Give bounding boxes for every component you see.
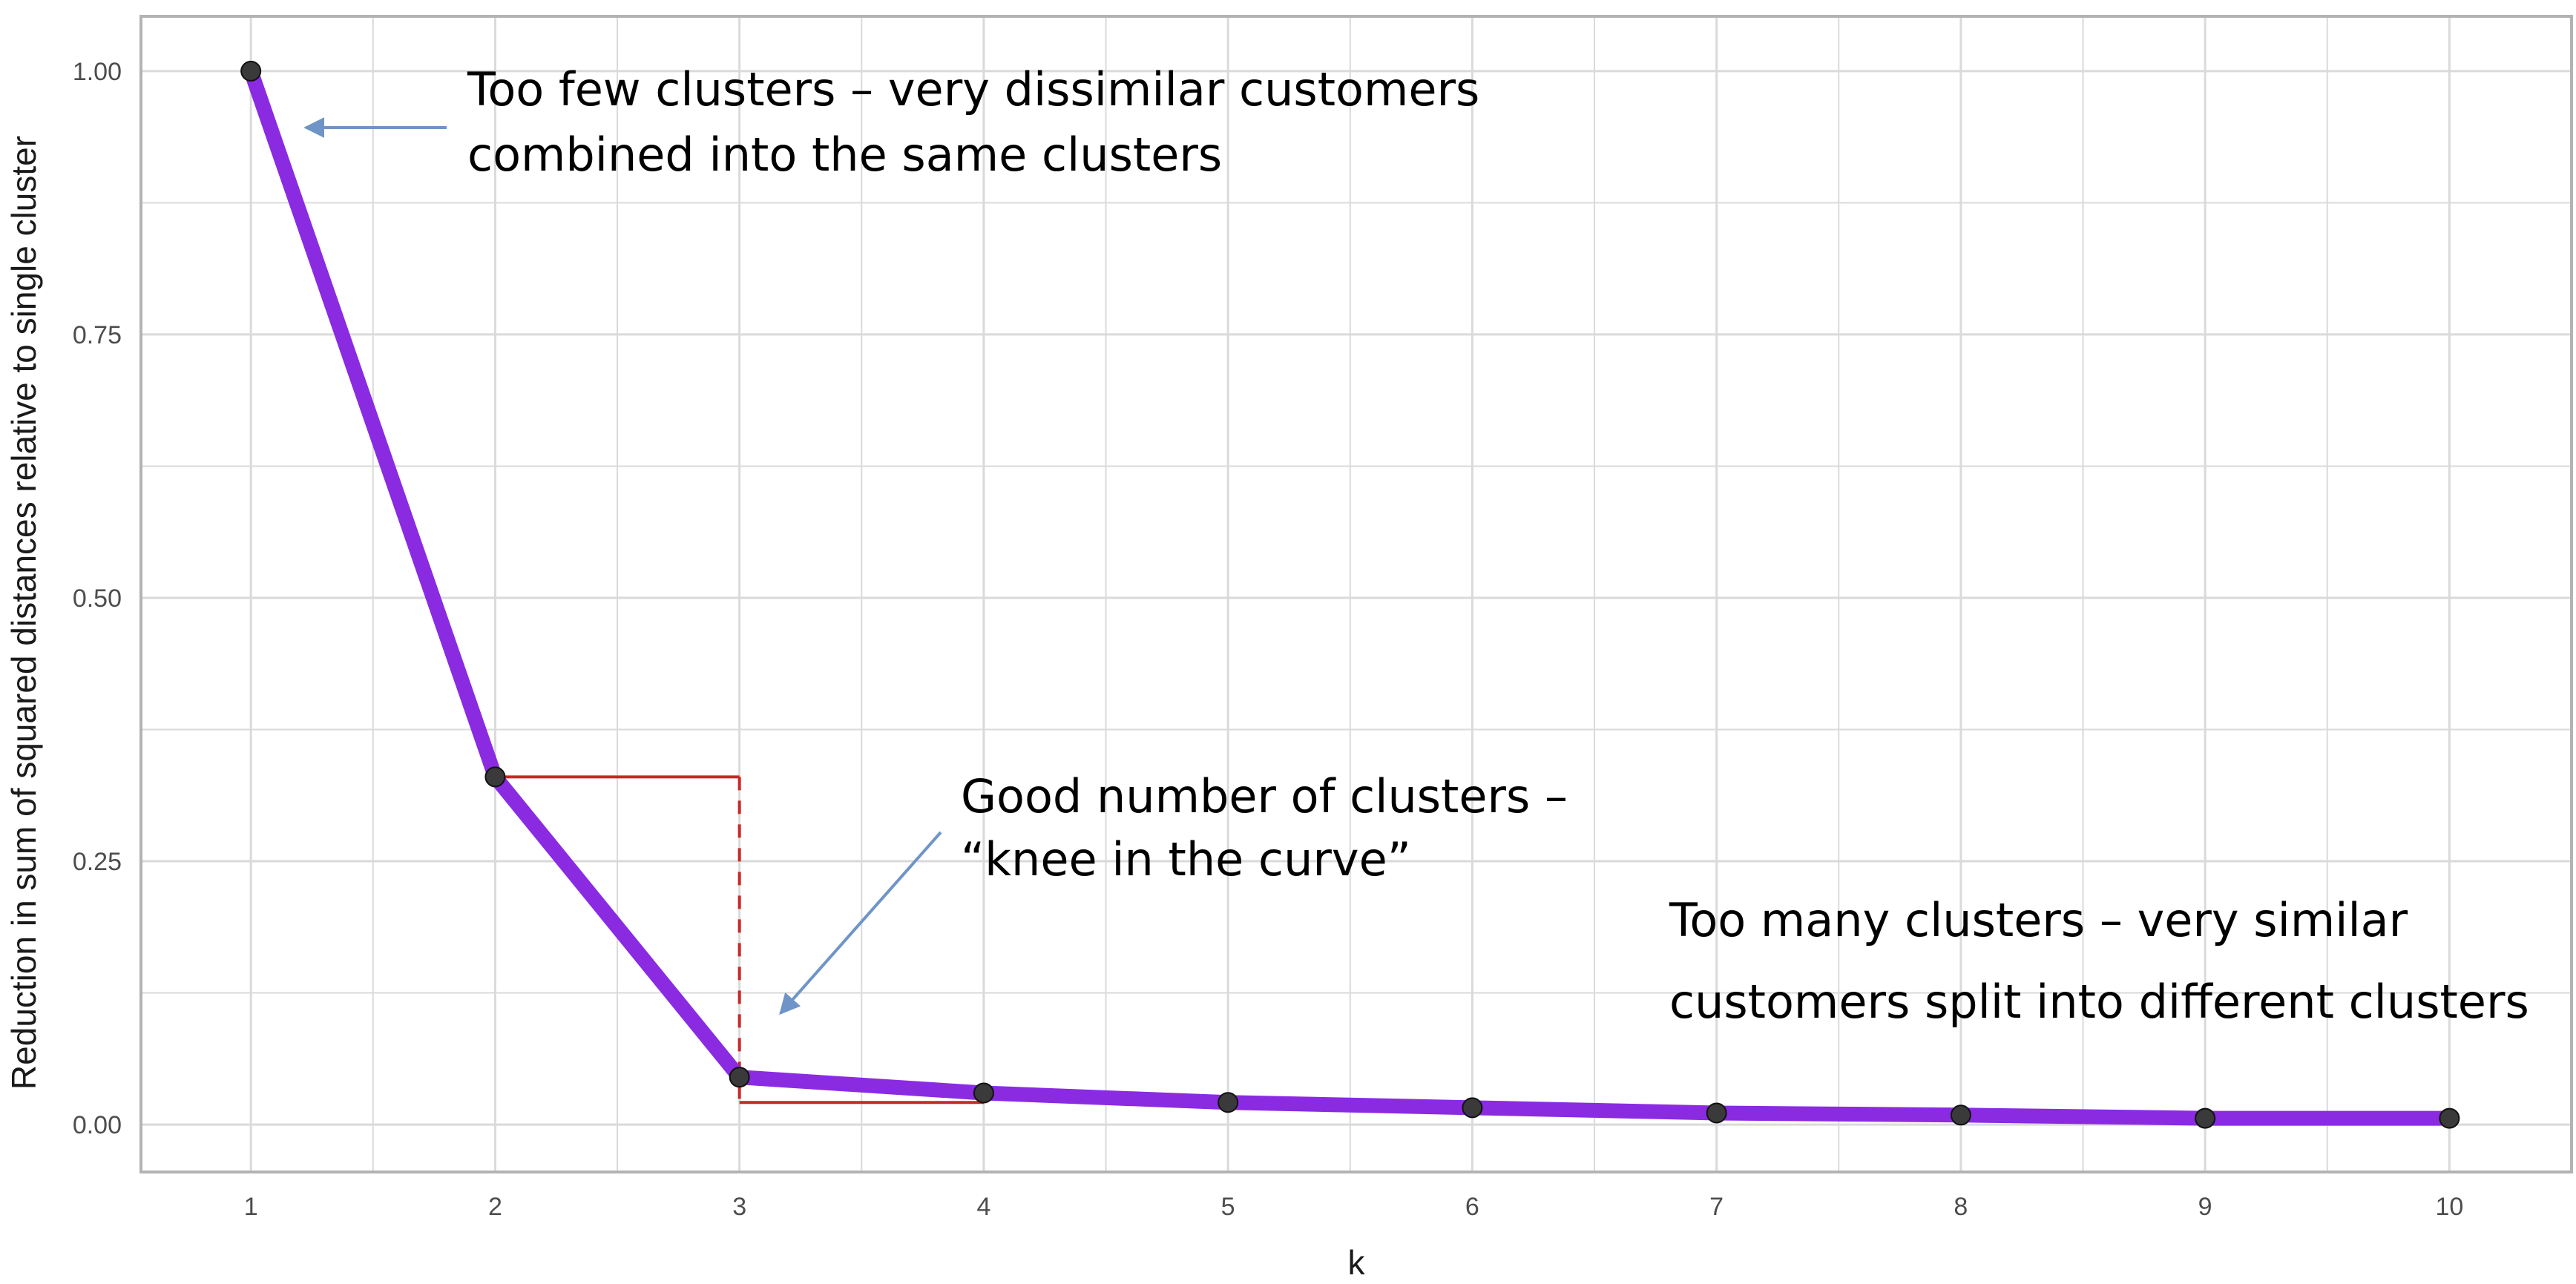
panel-border	[139, 15, 2573, 1173]
series-polyline	[243, 63, 2457, 1126]
x-tick-label: 7	[1709, 1193, 1724, 1221]
y-axis-ticks: 0.00 0.25 0.50 0.75 1.00	[73, 58, 122, 1139]
data-point	[484, 766, 506, 788]
data-point	[240, 60, 262, 82]
annotation-too-many-line-1: Too many clusters – very similar	[1669, 893, 2408, 947]
x-tick-label: 3	[732, 1193, 746, 1221]
data-point	[1950, 1104, 1971, 1126]
annotation-too-few-line-1: Too few clusters – very dissimilar custo…	[467, 62, 1479, 116]
data-point	[1218, 1092, 1239, 1113]
annotation-arrows	[303, 117, 942, 1015]
y-tick-label: 0.75	[73, 321, 122, 349]
data-point	[1706, 1102, 1727, 1124]
y-tick-label: 1.00	[73, 58, 122, 86]
data-point	[2195, 1107, 2216, 1129]
x-tick-label: 9	[2198, 1193, 2212, 1221]
grid-layer	[141, 16, 2572, 1172]
y-tick-label: 0.00	[73, 1111, 122, 1139]
x-tick-label: 6	[1465, 1193, 1479, 1221]
x-tick-label: 2	[488, 1193, 502, 1221]
data-point	[2439, 1107, 2460, 1129]
y-axis-title: Reduction in sum of squared distances re…	[4, 136, 43, 1090]
x-axis-title: k	[1348, 1243, 1366, 1282]
x-tick-label: 5	[1221, 1193, 1235, 1221]
data-point	[729, 1067, 750, 1088]
x-tick-label: 10	[2435, 1193, 2463, 1221]
x-tick-label: 1	[244, 1193, 258, 1221]
data-point	[1462, 1097, 1483, 1119]
series-line	[243, 63, 2457, 1126]
knee-guides	[495, 775, 984, 1104]
arrow-knee	[779, 831, 942, 1015]
annotation-knee-in-curve: “knee in the curve”	[961, 832, 1411, 886]
x-axis-ticks: 1 2 3 4 5 6 7 8 9 10	[244, 1193, 2464, 1221]
data-point	[973, 1082, 994, 1104]
annotation-good-number-line-1: Good number of clusters –	[961, 769, 1568, 823]
x-tick-label: 8	[1954, 1193, 1968, 1221]
annotation-too-few-line-2: combined into the same clusters	[467, 128, 1222, 182]
series-points	[240, 60, 2460, 1129]
y-tick-label: 0.25	[73, 848, 122, 876]
y-tick-label: 0.50	[73, 585, 122, 613]
annotation-too-many-line-2: customers split into different clusters	[1669, 975, 2529, 1029]
x-tick-label: 4	[976, 1193, 990, 1221]
